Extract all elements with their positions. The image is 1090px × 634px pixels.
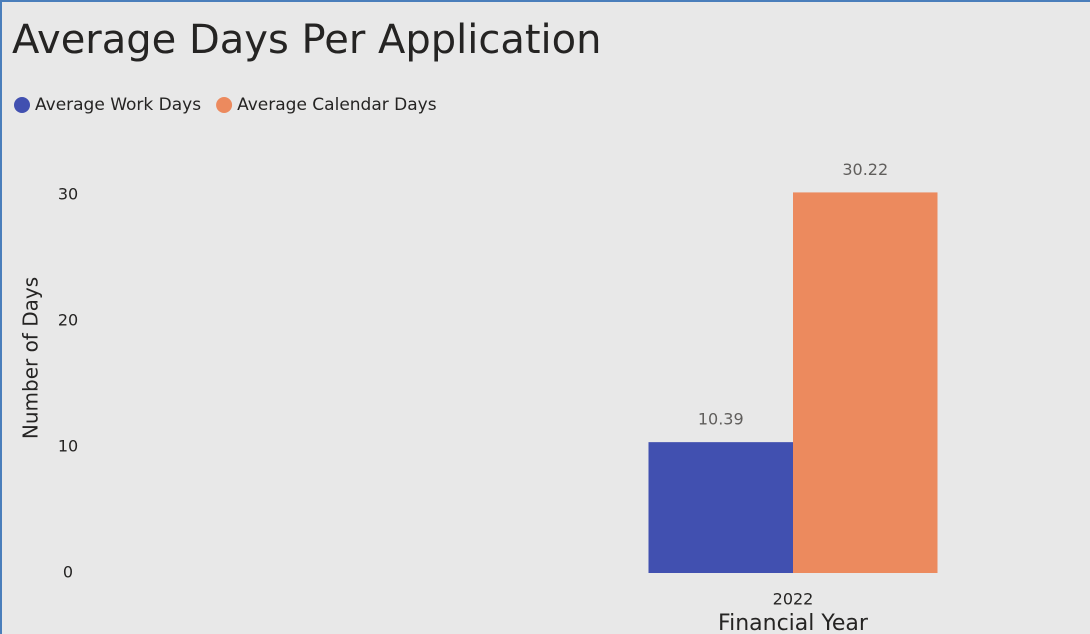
x-tick-label: 2022 [773, 590, 814, 609]
chart-title: Average Days Per Application [12, 17, 601, 63]
y-tick-label: 20 [58, 311, 78, 330]
legend-label: Average Calendar Days [237, 95, 437, 115]
x-axis-label: Financial Year [718, 611, 869, 634]
data-label: 30.22 [842, 160, 888, 179]
y-tick-label: 10 [58, 437, 78, 456]
y-axis-label: Number of Days [19, 277, 43, 439]
legend-swatch [216, 97, 233, 113]
bar [648, 442, 793, 573]
y-tick-label: 0 [63, 563, 73, 582]
bar [793, 192, 938, 573]
data-label: 10.39 [698, 410, 744, 429]
y-tick-label: 30 [58, 185, 78, 204]
legend-label: Average Work Days [35, 95, 201, 115]
legend-swatch [14, 97, 30, 113]
